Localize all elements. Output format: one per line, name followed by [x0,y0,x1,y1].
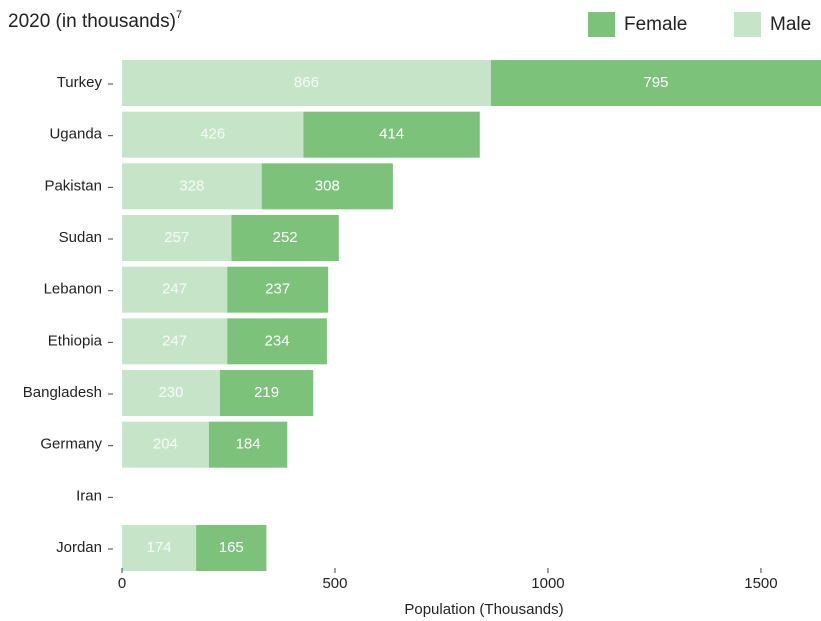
bar-segment [227,318,327,365]
legend-label: Female [624,14,687,35]
bar-segment [122,60,491,106]
value-label: 174 [147,539,172,556]
x-tick-label: 0 [118,575,126,592]
value-label: 426 [200,126,225,143]
bar-segment [196,525,267,572]
value-label: 234 [265,332,290,349]
y-tick-label: Sudan [59,229,102,246]
bar-segment [231,215,339,262]
value-label: 219 [254,384,279,401]
bar-segment [122,525,197,572]
bar-segment [122,111,304,158]
value-label: 257 [164,229,189,246]
bar-segment [490,60,821,106]
value-label: 165 [219,539,244,556]
bar-segment [208,421,288,468]
x-tick-label: 1500 [744,575,777,592]
y-tick-label: Lebanon [44,281,102,298]
x-tick-label: 1000 [531,575,564,592]
legend-label: Male [770,14,811,35]
bar-segment [122,318,228,365]
y-tick-label: Ethiopia [48,332,103,349]
value-label: 795 [643,74,668,91]
bar-segment [122,266,228,313]
bar-segment [122,421,209,468]
bar-segment [227,266,329,313]
bar-segment [122,215,232,262]
plot-area: 866 795 426 414 328 308 257 252 247 237 247 234 230 2… [122,60,821,572]
value-label: 230 [158,384,183,401]
value-label: 308 [315,177,340,194]
value-label: 414 [379,126,404,143]
y-tick-label: Bangladesh [23,384,102,401]
value-label: 866 [294,74,319,91]
legend-swatch [588,12,615,37]
bar-segment [122,163,262,210]
value-label: 184 [236,436,261,453]
y-tick-label: Uganda [49,126,102,143]
bar-segment [303,111,480,158]
value-label: 252 [273,229,298,246]
bar-segment [261,163,393,210]
value-label: 204 [153,436,178,453]
value-label: 247 [162,332,187,349]
title-note: 7 [176,9,182,21]
value-label: 237 [265,281,290,298]
y-tick-label: Germany [40,436,102,453]
bar-segment [122,370,220,417]
chart-title: 2020 (in thousands)7 [8,9,182,32]
y-tick-label: Turkey [57,74,103,91]
y-tick-label: Pakistan [44,177,102,194]
x-tick-label: 500 [322,575,347,592]
bar-segment [219,370,314,417]
y-tick-label: Iran [76,487,102,504]
title-text: 2020 (in thousands) [8,11,176,32]
value-label: 247 [162,281,187,298]
y-tick-label: Jordan [56,539,102,556]
x-axis-label: Population (Thousands) [404,601,563,618]
value-label: 328 [179,177,204,194]
legend-swatch [734,12,761,37]
